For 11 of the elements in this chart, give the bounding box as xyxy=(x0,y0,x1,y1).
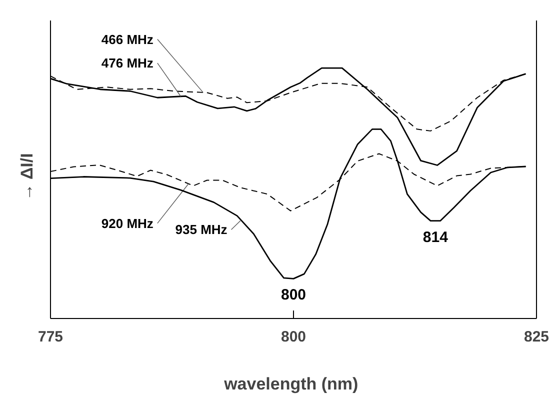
series-label: 935 MHz xyxy=(175,222,228,238)
text: 920 MHz xyxy=(101,216,154,231)
x-tick-label: 825 xyxy=(524,328,550,346)
x-tick-label: 775 xyxy=(38,328,64,346)
x-axis-title: wavelength (nm) xyxy=(223,374,358,394)
x-tick-label: 800 xyxy=(280,328,306,346)
text: 466 MHz xyxy=(101,32,154,47)
annotation: 800 xyxy=(280,286,306,304)
y-axis-title: → ΔI/I xyxy=(18,153,36,201)
series-label: 476 MHz xyxy=(101,56,154,71)
annotation: 814 xyxy=(422,228,449,246)
